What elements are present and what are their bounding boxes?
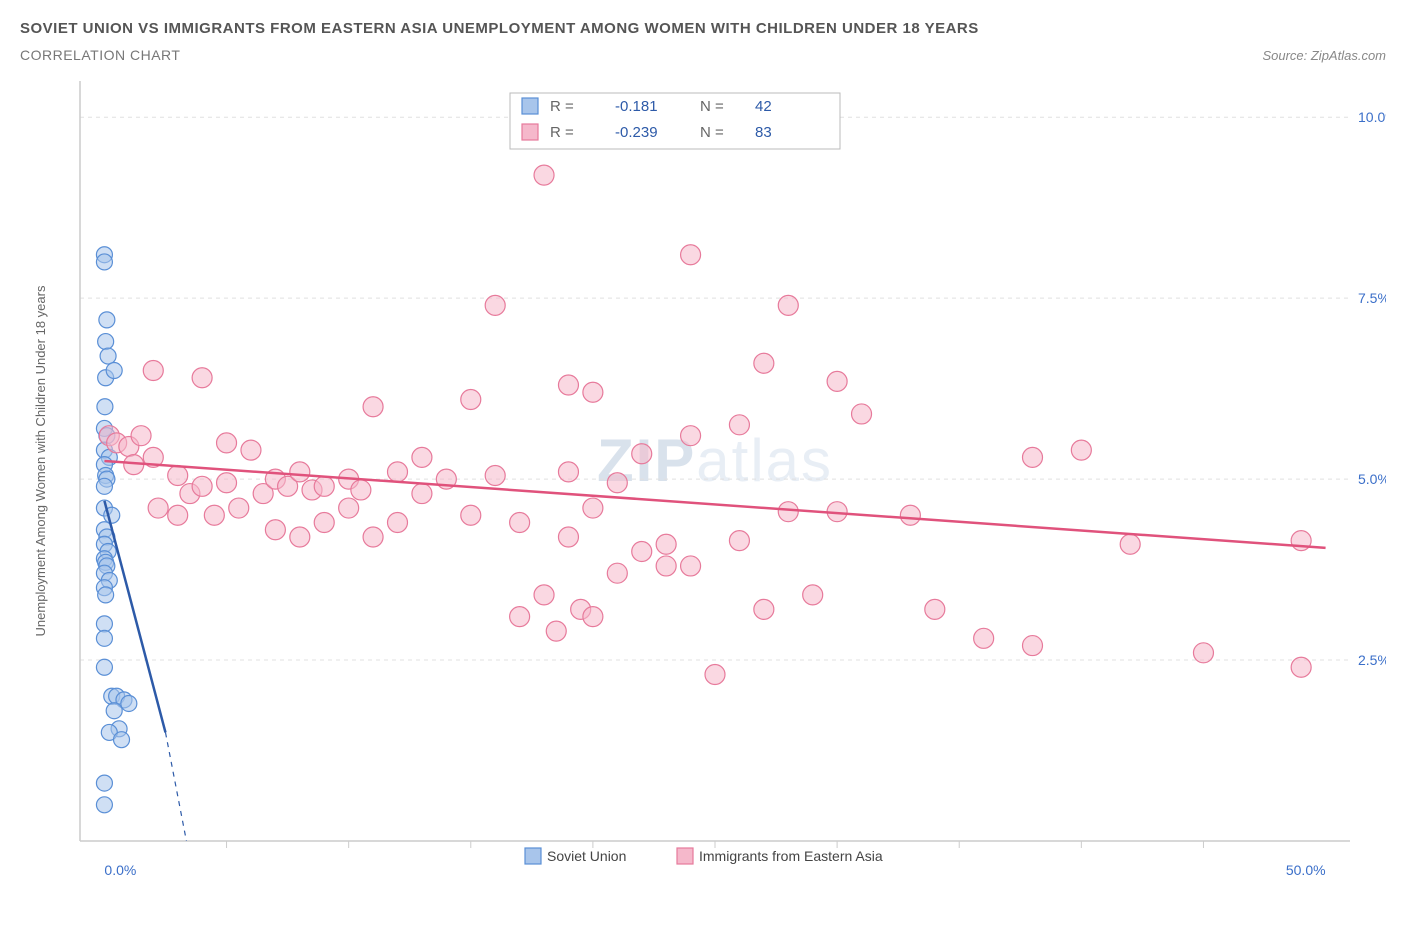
svg-text:0.0%: 0.0% xyxy=(104,862,136,878)
chart-title: SOVIET UNION VS IMMIGRANTS FROM EASTERN … xyxy=(20,20,1386,37)
svg-text:83: 83 xyxy=(755,124,772,141)
scatter-chart: ZIPatlas 2.5% 5.0% 7.5% 10.0% 0.0% 50.0% Unempl… xyxy=(20,71,1386,891)
svg-text:-0.181: -0.181 xyxy=(615,98,658,115)
subtitle-row: CORRELATION CHART Source: ZipAtlas.com xyxy=(20,47,1386,63)
svg-text:5.0%: 5.0% xyxy=(1358,471,1386,487)
svg-text:Soviet Union: Soviet Union xyxy=(547,848,626,864)
svg-text:2.5%: 2.5% xyxy=(1358,652,1386,668)
svg-text:N =: N = xyxy=(700,124,724,141)
svg-text:50.0%: 50.0% xyxy=(1286,862,1326,878)
svg-text:7.5%: 7.5% xyxy=(1358,290,1386,306)
svg-text:N =: N = xyxy=(700,98,724,115)
svg-text:10.0%: 10.0% xyxy=(1358,109,1386,125)
svg-text:R =: R = xyxy=(550,124,574,141)
chart-svg: ZIPatlas 2.5% 5.0% 7.5% 10.0% 0.0% 50.0% Unempl… xyxy=(20,71,1386,891)
svg-text:42: 42 xyxy=(755,98,772,115)
svg-text:R =: R = xyxy=(550,98,574,115)
svg-text:Immigrants from Eastern Asia: Immigrants from Eastern Asia xyxy=(699,848,883,864)
svg-text:-0.239: -0.239 xyxy=(615,124,658,141)
chart-subtitle: CORRELATION CHART xyxy=(20,47,180,63)
svg-text:Unemployment Among Women with: Unemployment Among Women with Children U… xyxy=(33,285,48,636)
svg-text:ZIPatlas: ZIPatlas xyxy=(597,427,833,494)
source-label: Source: ZipAtlas.com xyxy=(1262,48,1386,63)
